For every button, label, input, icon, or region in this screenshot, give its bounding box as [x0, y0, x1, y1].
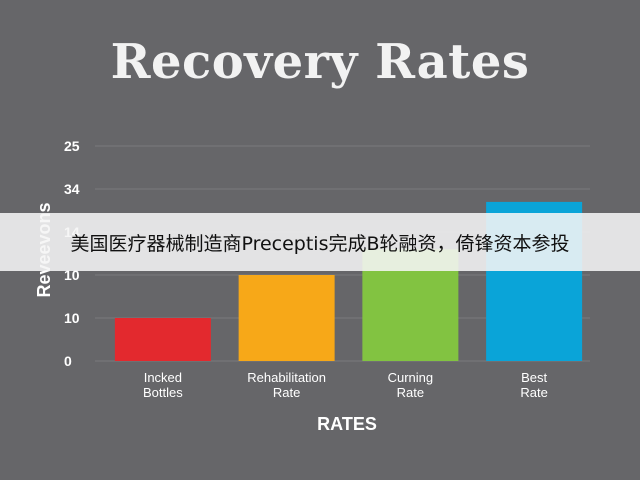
news-banner: 美国医疗器械制造商Preceptis完成B轮融资，倚锋资本参投	[0, 213, 640, 271]
x-axis-categories: Incked Bottles Rehabilitation Rate Curning Ra…	[143, 370, 548, 400]
x-axis-title: RATES	[317, 414, 377, 434]
y-tick-label: 25	[64, 138, 80, 154]
bar	[114, 318, 211, 361]
y-tick-label: 10	[64, 267, 80, 283]
x-category-label: Best Rate	[520, 370, 547, 400]
x-category-label: Incked Bottles	[143, 370, 183, 400]
x-category-label: Curning Rate	[388, 370, 434, 400]
y-tick-label: 0	[64, 353, 72, 369]
chart-title: Recovery Rates	[110, 34, 530, 90]
news-banner-text: 美国医疗器械制造商Preceptis完成B轮融资，倚锋资本参投	[70, 232, 570, 255]
y-tick-label: 10	[64, 310, 80, 326]
bar	[238, 275, 335, 361]
x-category-label: Rehabilitation Rate	[247, 370, 326, 400]
y-tick-label: 34	[64, 181, 80, 197]
